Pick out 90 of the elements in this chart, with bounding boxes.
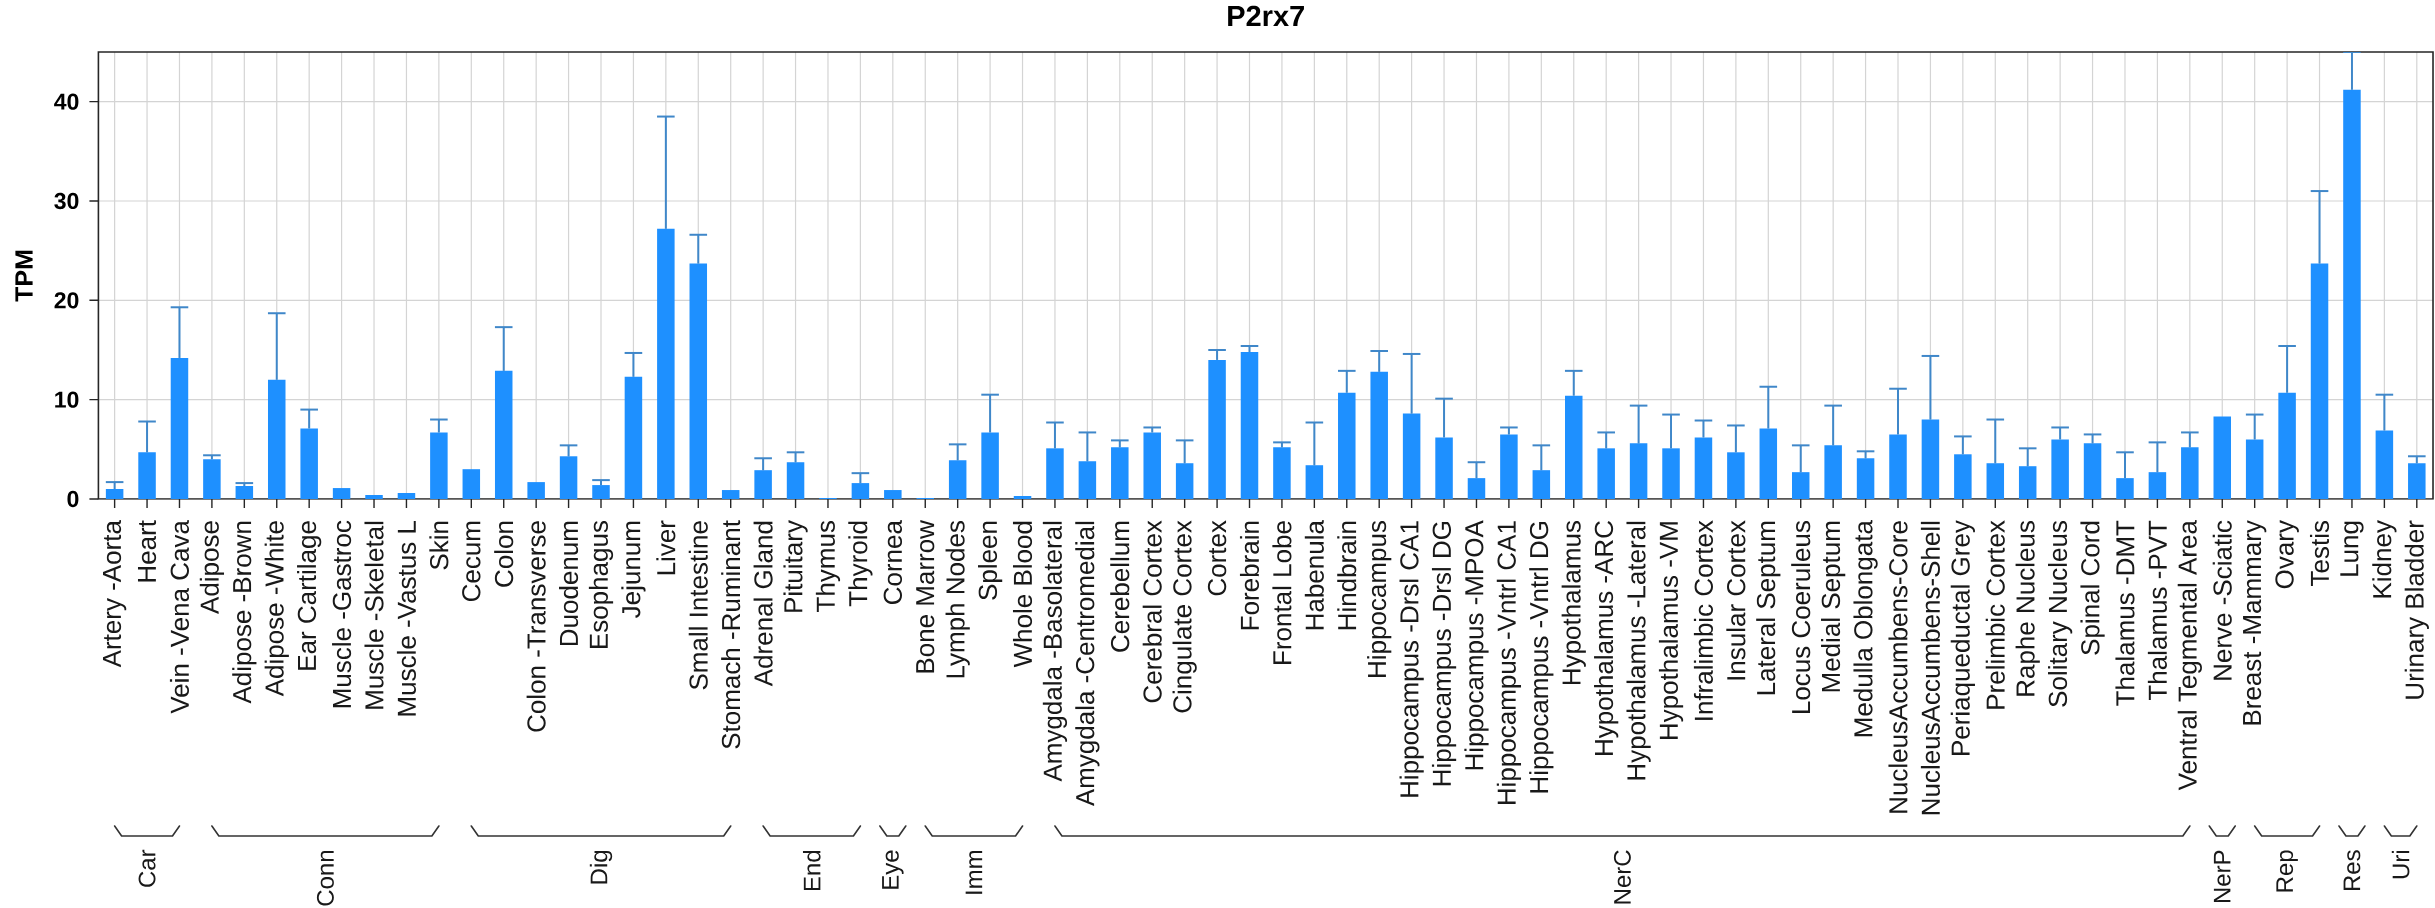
x-tick-label: Duodenum <box>559 521 579 646</box>
text: Dig <box>589 850 613 884</box>
x-tick-label: Cecum <box>462 521 481 602</box>
x-tick-label: Hypothalamus <box>1561 521 1586 685</box>
x-tick-label: Bone Marrow <box>916 520 935 673</box>
x-tick-label: Solitary Nucleus <box>2048 521 2073 707</box>
x-tick-label: Hypothalamus -ARC <box>1594 521 1619 755</box>
text: NerC <box>1613 850 1631 904</box>
x-tick-label: Hypothalamus -VM <box>1658 522 1684 739</box>
x-tick-label: Jejunum <box>621 521 646 618</box>
x-tick-label: Lymph Nodes <box>945 521 970 678</box>
x-tick-label: Cingulate Cortex <box>1172 520 1197 713</box>
y-axis-title: TPM <box>15 250 33 302</box>
x-tick-label: Periaqueductal Grey <box>1950 520 1975 755</box>
x-tick-label: Muscle -Skeletal <box>364 521 384 709</box>
y-tick-label: 30 <box>54 192 79 210</box>
x-tick-label: Cornea <box>883 520 903 605</box>
x-tick-label: Hippocampus -MPOA <box>1464 520 1489 770</box>
text: Uri <box>2391 851 2410 879</box>
text: NerP <box>2213 850 2231 903</box>
x-tick-label: Small Intestine <box>688 521 708 690</box>
x-tick-label: Habenula <box>1304 520 1324 630</box>
x-tick-label: Cortex <box>1207 520 1227 596</box>
x-tick-label: Breast -Mammary <box>2243 520 2267 725</box>
x-tick-label: Thalamus -DMT <box>2115 520 2135 706</box>
text: Res <box>2343 850 2361 891</box>
x-tick-label: Spinal Cord <box>2080 521 2105 655</box>
x-tick-label: Hypothalamus -Lateral <box>1626 521 1651 780</box>
x-tick-label: Hippocampus -Drsl CA1 <box>1399 521 1424 797</box>
text: Eye <box>882 850 904 889</box>
x-tick-label: Muscle -Vastus L <box>396 520 416 716</box>
x-tick-label: Thalamus -PVT <box>2147 520 2167 701</box>
x-tick-label: Lateral Septum <box>1756 521 1781 695</box>
x-tick-label: Hippocampus <box>1367 521 1392 677</box>
x-tick-label: Liver <box>656 520 676 575</box>
x-tick-label: Esophagus <box>588 521 614 649</box>
x-tick-label: Hippocampus -Vntrl DG <box>1529 522 1554 793</box>
x-tick-label: Adipose <box>199 521 225 614</box>
x-tick-label: Colon <box>494 521 514 587</box>
x-tick-label: Ovary <box>2275 520 2299 589</box>
x-tick-label: Pituitary <box>783 520 808 612</box>
x-tick-label: Adipose -Brown <box>232 521 257 704</box>
x-tick-label: Thyroid <box>848 521 873 607</box>
x-tick-label: Ear Cartilage <box>297 521 322 670</box>
x-tick-label: Lung <box>2340 521 2364 576</box>
x-tick-label: Amygdala -Basolateral <box>1042 521 1068 782</box>
x-tick-label: Colon -Transverse <box>526 521 546 732</box>
y-tick-label: 40 <box>54 93 79 110</box>
x-tick-label: Medial Septum <box>1821 521 1846 692</box>
text: Car <box>138 849 156 887</box>
text: End <box>802 850 821 891</box>
y-tick-label: 10 <box>55 391 79 408</box>
x-tick-label: Raphe Nucleus <box>2015 521 2040 696</box>
x-tick-label: Infralimbic Cortex <box>1693 520 1713 720</box>
x-tick-label: NucleusAccumbens-Core <box>1888 521 1908 813</box>
x-tick-label: Hindbrain <box>1337 521 1357 630</box>
x-tick-label: Artery -Aorta <box>102 520 127 668</box>
x-tick-label: Cerebral Cortex <box>1142 520 1162 703</box>
x-tick-label: Ventral Tegmental Area <box>2177 520 2202 791</box>
x-tick-label: Muscle -Gastroc <box>332 520 352 708</box>
text: Conn <box>316 850 334 906</box>
x-tick-label: Whole Blood <box>1012 521 1033 668</box>
x-tick-label: Locus Coeruleus <box>1791 521 1811 714</box>
x-tick-label: Spleen <box>977 521 1003 600</box>
x-tick-label: Hippocampus -Vntrl CA1 <box>1496 521 1522 805</box>
y-tick-label: 20 <box>54 292 79 309</box>
x-tick-label: Adrenal Gland <box>753 521 773 687</box>
x-tick-label: Thymus <box>815 520 841 612</box>
x-tick-label: Cerebellum <box>1110 521 1130 652</box>
x-tick-label: Insular Cortex <box>1726 520 1746 680</box>
x-tick-label: Heart <box>137 520 157 582</box>
x-tick-label: Kidney <box>2372 520 2397 598</box>
x-tick-label: Nerve -Sciatic <box>2212 520 2232 680</box>
x-tick-label: Skin <box>429 521 449 570</box>
x-tick-label: Vein -Vena Cava <box>169 520 190 714</box>
x-tick-label: Hippocampus -Drsl DG <box>1431 522 1457 786</box>
text: Rep <box>2276 850 2298 892</box>
x-tick-label: NucleusAccumbens-Shell <box>1920 521 1940 815</box>
x-tick-label: Amygdala -Centromedial <box>1075 521 1100 807</box>
chart-title: P2rx7 <box>1228 5 1304 26</box>
x-tick-label: Frontal Lobe <box>1272 521 1292 664</box>
x-tick-label: Urinary Bladder <box>2404 520 2429 699</box>
x-tick-label: Testis <box>2309 520 2330 586</box>
text: Imm <box>965 850 983 894</box>
x-tick-label: Adipose -White <box>264 521 289 697</box>
y-tick-label: 0 <box>67 490 79 508</box>
x-tick-label: Prelimbic Cortex <box>1985 520 2005 709</box>
x-tick-label: Stomach -Ruminant <box>721 520 741 749</box>
x-tick-label: Medulla Oblongata <box>1853 520 1878 737</box>
x-tick-label: Forebrain <box>1239 521 1260 630</box>
